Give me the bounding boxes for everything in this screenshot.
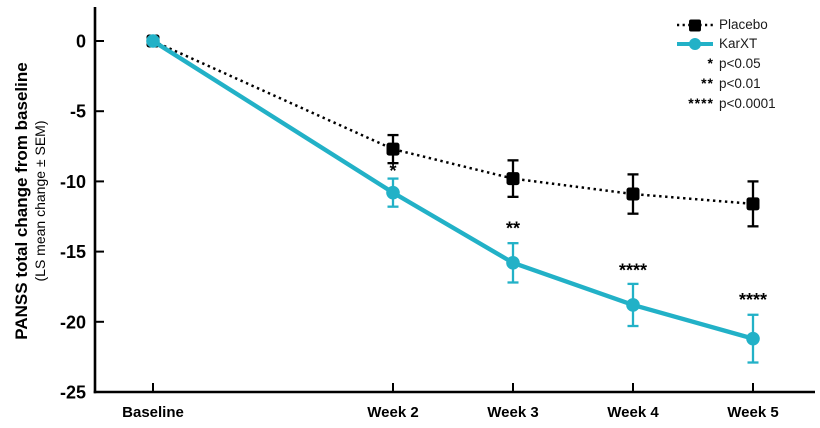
x-tick-label: Week 3 bbox=[487, 404, 538, 421]
significance-marker-week-2: * bbox=[389, 161, 396, 181]
x-tick-label: Baseline bbox=[122, 404, 184, 421]
y-tick-label: -15 bbox=[60, 242, 86, 262]
y-tick-label: -5 bbox=[70, 102, 86, 122]
placebo-line bbox=[152, 39, 754, 206]
y-tick-label: 0 bbox=[76, 32, 86, 52]
legend-sig-symbol-2: ** bbox=[701, 75, 714, 91]
legend-sig-label-2: p<0.01 bbox=[719, 75, 761, 91]
significance-marker-week-3: ** bbox=[506, 218, 520, 238]
x-tick-label: Week 5 bbox=[727, 404, 778, 421]
karxt-marker-icon bbox=[677, 37, 713, 50]
legend-sig-label-1: p<0.05 bbox=[719, 55, 761, 71]
significance-marker-week-4: **** bbox=[619, 261, 647, 281]
significance-marker-week-5: **** bbox=[739, 290, 767, 310]
karxt-point-week-3 bbox=[506, 256, 520, 270]
y-tick-label: -20 bbox=[60, 312, 86, 332]
placebo-point-week-4 bbox=[626, 187, 640, 201]
karxt-point-week-2 bbox=[386, 185, 400, 200]
placebo-point-week-3 bbox=[506, 172, 520, 186]
legend-sig-label-3: p<0.0001 bbox=[719, 95, 776, 111]
legend-karxt-marker bbox=[676, 37, 714, 51]
x-tick-label: Week 2 bbox=[367, 404, 418, 421]
placebo-point-week-5 bbox=[746, 197, 760, 211]
placebo-marker-icon bbox=[677, 19, 713, 31]
karxt-point-week-4 bbox=[626, 298, 640, 312]
legend-placebo-marker bbox=[676, 18, 714, 32]
series-placebo bbox=[146, 34, 760, 228]
legend-label-karxt: KarXT bbox=[719, 36, 758, 51]
x-tick-label: Week 4 bbox=[607, 404, 659, 421]
series-karxt bbox=[146, 34, 760, 364]
y-tick-label: -25 bbox=[60, 383, 86, 403]
legend: Placebo KarXT * p<0.05 ** p<0.01 **** p<… bbox=[648, 17, 776, 111]
legend-label-placebo: Placebo bbox=[719, 17, 768, 32]
legend-sig-symbol-1: * bbox=[707, 55, 714, 71]
legend-sig-symbol-3: **** bbox=[688, 95, 714, 111]
karxt-point-baseline bbox=[146, 34, 160, 48]
y-tick-label: -10 bbox=[60, 172, 86, 192]
placebo-point-week-2 bbox=[386, 142, 400, 156]
karxt-point-week-5 bbox=[746, 331, 760, 346]
